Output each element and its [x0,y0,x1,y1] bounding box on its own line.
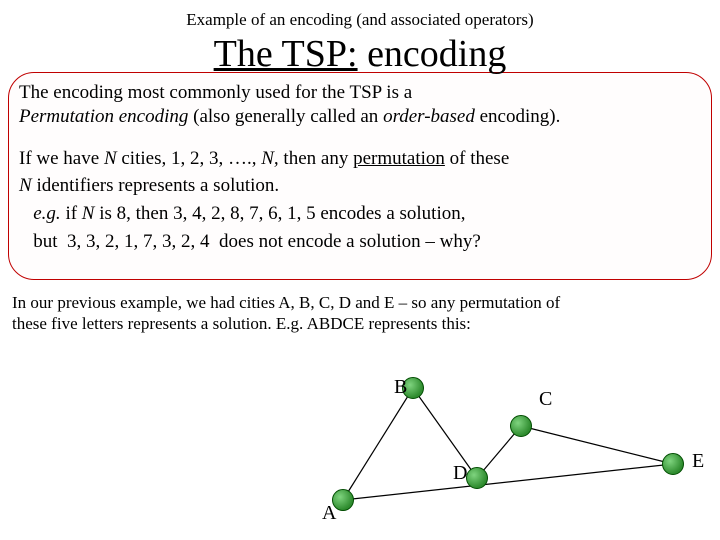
slide-subtitle: Example of an encoding (and associated o… [0,0,720,30]
t: The encoding most commonly used for the … [19,82,412,103]
graph-node-e [662,453,684,475]
graph-node-c [510,415,532,437]
graph-label-e: E [692,450,704,473]
graph-label-b: B [394,376,407,399]
graph-label-c: C [539,388,552,411]
graph-label-d: D [453,462,467,485]
t: then any [279,148,353,169]
below-line-2: these five letters represents a solution… [12,314,471,333]
t-italic: N [82,203,95,224]
graph-label-a: A [322,502,336,525]
graph-diagram: A B C D E [300,370,720,540]
highlight-box: The encoding most commonly used for the … [8,72,712,280]
box-para-3: N identifiers represents a solution. [19,174,701,198]
t-underline: permutation [353,148,445,169]
slide-title: The TSP: encoding [0,32,720,76]
t: of these [445,148,509,169]
box-para-2: If we have N cities, 1, 2, 3, …., N, the… [19,147,701,171]
t-italic: N, [261,148,278,169]
t-italic: Permutation encoding [19,106,188,127]
t-italic: order-based [383,106,475,127]
title-suffix: encoding [358,33,507,75]
t: cities, 1, 2, 3, …., [117,148,262,169]
t: encoding). [475,106,560,127]
below-line-1: In our previous example, we had cities A… [12,293,560,312]
t-italic: N [19,175,32,196]
graph-node-d [466,467,488,489]
graph-edges [300,370,720,540]
t: is 8, then 3, 4, 2, 8, 7, 6, 1, 5 encode… [94,203,465,224]
box-para-1: The encoding most commonly used for the … [19,81,701,129]
t: identifiers represents a solution. [32,175,279,196]
t: (also generally called an [188,106,383,127]
t-italic: e.g. [19,203,61,224]
t: if [61,203,82,224]
spacer [19,133,701,143]
box-para-4: e.g. if N is 8, then 3, 4, 2, 8, 7, 6, 1… [19,202,701,226]
title-underlined: The TSP: [214,33,358,75]
t-italic: N [104,148,117,169]
box-para-5: but 3, 3, 2, 1, 7, 3, 2, 4 does not enco… [19,230,701,254]
below-text: In our previous example, we had cities A… [12,292,708,335]
t: If we have [19,148,104,169]
